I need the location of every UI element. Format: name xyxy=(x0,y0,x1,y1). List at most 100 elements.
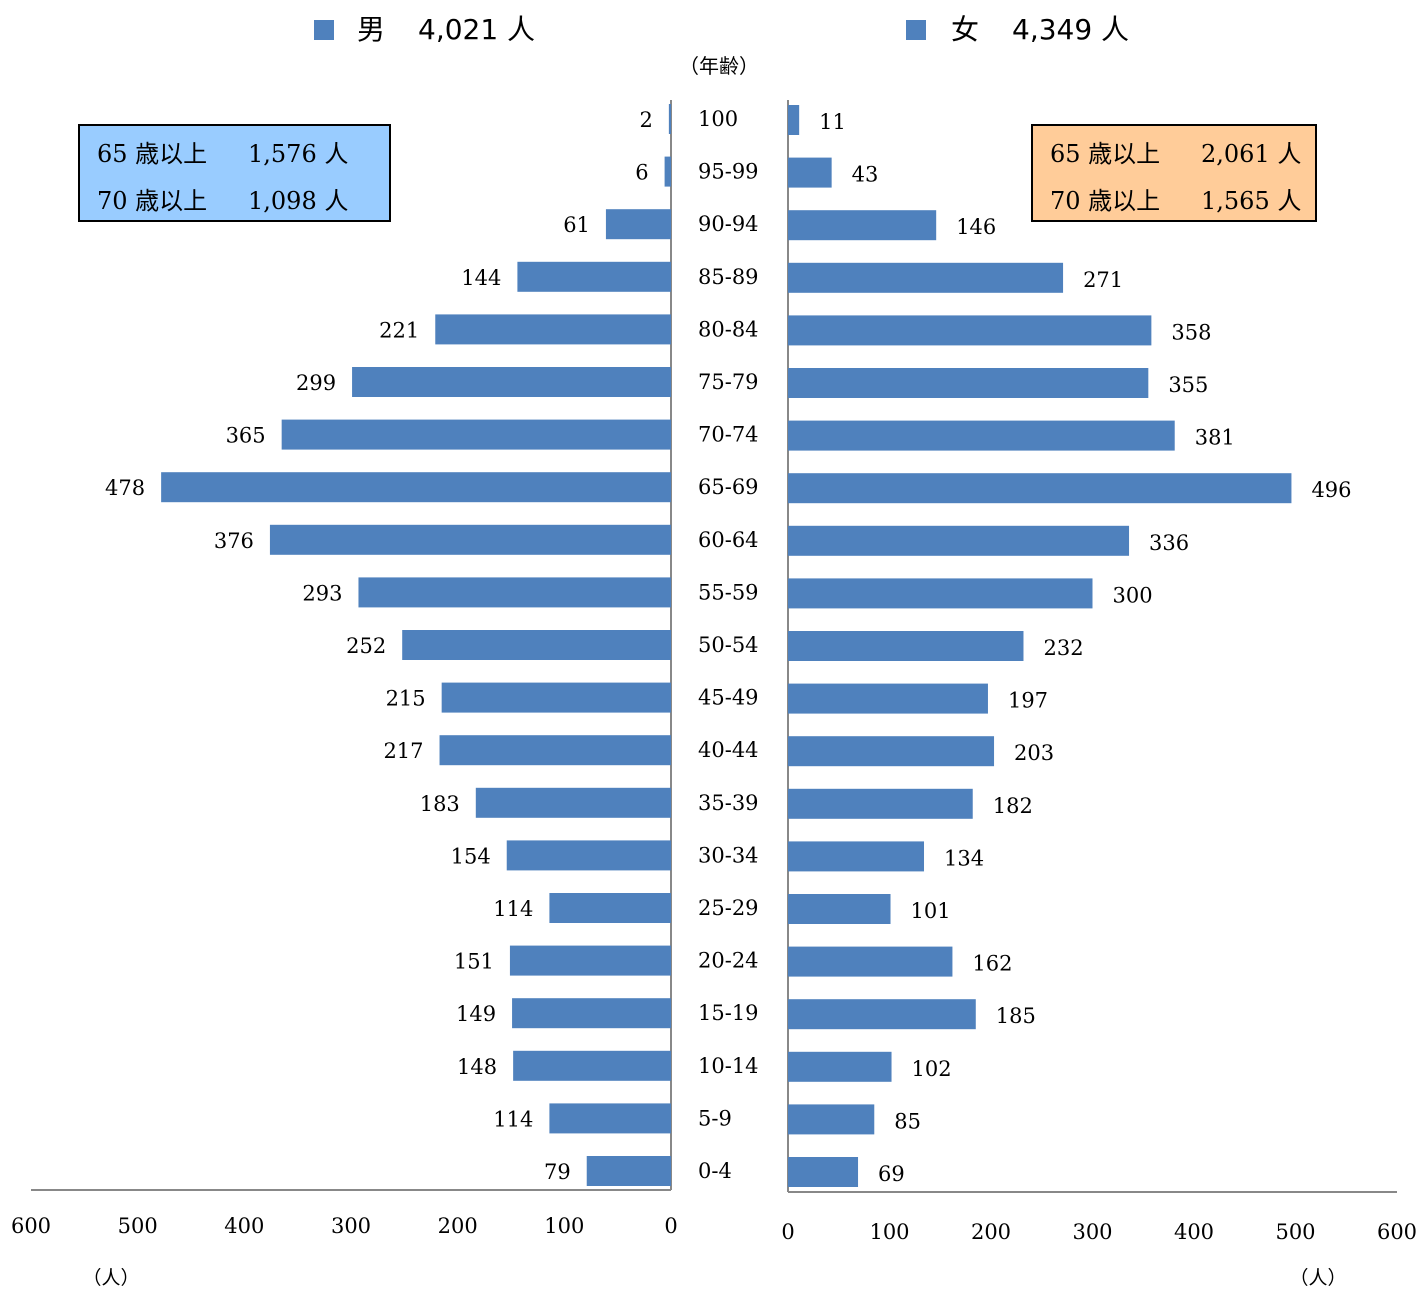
male-value-label: 114 xyxy=(493,1107,533,1131)
female-value-label: 134 xyxy=(944,846,984,870)
female-x-tick-label: 300 xyxy=(1072,1220,1112,1244)
female-value-label: 182 xyxy=(993,794,1033,818)
age-label: 25-29 xyxy=(698,896,759,920)
female-value-label: 358 xyxy=(1171,320,1211,344)
male-bar xyxy=(441,682,671,713)
female-bar xyxy=(788,262,1064,293)
female-bar xyxy=(788,1051,892,1082)
male-value-label: 217 xyxy=(383,739,423,763)
legend-female: 女 4,349 人 xyxy=(906,13,1129,46)
female-bar xyxy=(788,841,925,872)
male-value-label: 252 xyxy=(346,634,386,658)
legend-swatch-female xyxy=(906,20,926,40)
male-bar xyxy=(269,524,671,555)
female-value-label: 381 xyxy=(1195,426,1235,450)
male-value-label: 148 xyxy=(457,1055,497,1079)
age-label: 90-94 xyxy=(698,212,759,236)
age-label: 70-74 xyxy=(698,423,759,447)
summary-male-70-label: 70 歳以上 xyxy=(97,187,207,215)
age-label: 45-49 xyxy=(698,686,759,710)
summary-male-65-label: 65 歳以上 xyxy=(97,140,207,168)
female-value-label: 102 xyxy=(912,1057,952,1081)
female-bar xyxy=(788,525,1130,556)
female-bar xyxy=(788,894,891,924)
male-value-label: 221 xyxy=(379,318,419,342)
summary-box-male: 65 歳以上 1,576 人 70 歳以上 1,098 人 xyxy=(78,124,391,222)
age-labels: 100 95-99 90-94 85-89 80-84 75-79 70-74 65-69 60… xyxy=(698,107,759,1183)
female-bar xyxy=(788,578,1093,609)
age-label: 100 xyxy=(698,107,738,131)
male-bar xyxy=(435,314,671,345)
summary-box-male-bg xyxy=(78,124,391,222)
male-value-label: 79 xyxy=(544,1160,571,1184)
female-bar xyxy=(788,368,1149,398)
female-bar xyxy=(788,210,937,241)
male-value-label: 154 xyxy=(451,844,491,868)
female-value-label: 300 xyxy=(1113,583,1153,607)
age-label: 15-19 xyxy=(698,1001,759,1025)
age-label: 35-39 xyxy=(698,791,759,815)
male-x-tick-label: 100 xyxy=(544,1214,584,1238)
age-label: 65-69 xyxy=(698,475,759,499)
male-x-tick-label: 0 xyxy=(664,1214,677,1238)
male-x-tick-label: 200 xyxy=(438,1214,478,1238)
female-x-ticks: 0 100 200 300 400 500 600 xyxy=(781,1220,1417,1244)
male-bar xyxy=(161,472,671,503)
male-bar xyxy=(586,1156,671,1186)
age-axis-title: （年齢） xyxy=(679,54,759,78)
age-label: 10-14 xyxy=(698,1054,759,1078)
male-x-tick-label: 400 xyxy=(224,1214,264,1238)
female-value-label: 85 xyxy=(894,1109,921,1133)
female-value-label: 355 xyxy=(1168,373,1208,397)
female-value-label: 43 xyxy=(852,163,879,187)
female-bar xyxy=(788,946,953,977)
female-value-label: 496 xyxy=(1311,478,1351,502)
age-label: 55-59 xyxy=(698,580,759,604)
male-x-tick-label: 600 xyxy=(11,1214,51,1238)
male-bar xyxy=(509,945,671,976)
age-label: 95-99 xyxy=(698,160,759,184)
unit-label-male: （人） xyxy=(82,1267,139,1289)
male-bar xyxy=(358,577,671,608)
female-bar xyxy=(788,631,1024,661)
male-bar xyxy=(506,840,671,871)
male-value-label: 299 xyxy=(296,371,336,395)
age-label: 80-84 xyxy=(698,317,759,341)
male-bar xyxy=(475,787,671,818)
legend-label-female: 女 xyxy=(951,13,979,46)
female-x-tick-label: 200 xyxy=(971,1220,1011,1244)
female-value-label: 197 xyxy=(1008,689,1048,713)
female-x-tick-label: 600 xyxy=(1377,1220,1417,1244)
female-bar xyxy=(788,157,832,188)
male-x-tick-label: 500 xyxy=(118,1214,158,1238)
male-x-ticks: 0 100 200 300 400 500 600 xyxy=(11,1214,678,1238)
age-label: 5-9 xyxy=(698,1106,732,1130)
female-x-tick-label: 0 xyxy=(781,1220,794,1244)
summary-box-female: 65 歳以上 2,061 人 70 歳以上 1,565 人 xyxy=(1031,124,1317,222)
male-bar xyxy=(605,209,671,240)
female-value-label: 203 xyxy=(1014,741,1054,765)
female-bar xyxy=(788,315,1152,346)
male-value-label: 183 xyxy=(420,792,460,816)
female-value-label: 271 xyxy=(1083,268,1123,292)
female-bar xyxy=(788,999,976,1030)
male-value-label: 365 xyxy=(226,424,266,448)
age-label: 50-54 xyxy=(698,633,759,657)
female-bar xyxy=(788,105,800,135)
summary-female-70-label: 70 歳以上 xyxy=(1050,187,1160,215)
legend-male: 男 4,021 人 xyxy=(314,13,535,46)
legend-label-male: 男 xyxy=(357,13,385,46)
male-bar xyxy=(517,261,671,292)
legend-swatch-male xyxy=(314,20,334,40)
female-bar xyxy=(788,473,1292,504)
female-x-tick-label: 500 xyxy=(1275,1220,1315,1244)
age-label: 20-24 xyxy=(698,949,759,973)
age-label: 60-64 xyxy=(698,528,759,552)
female-value-label: 232 xyxy=(1043,636,1083,660)
summary-female-65-value: 2,061 人 xyxy=(1201,140,1301,168)
female-bar xyxy=(788,788,973,819)
male-value-label: 376 xyxy=(214,529,254,553)
female-bar xyxy=(788,1157,859,1187)
female-value-label: 162 xyxy=(972,952,1012,976)
